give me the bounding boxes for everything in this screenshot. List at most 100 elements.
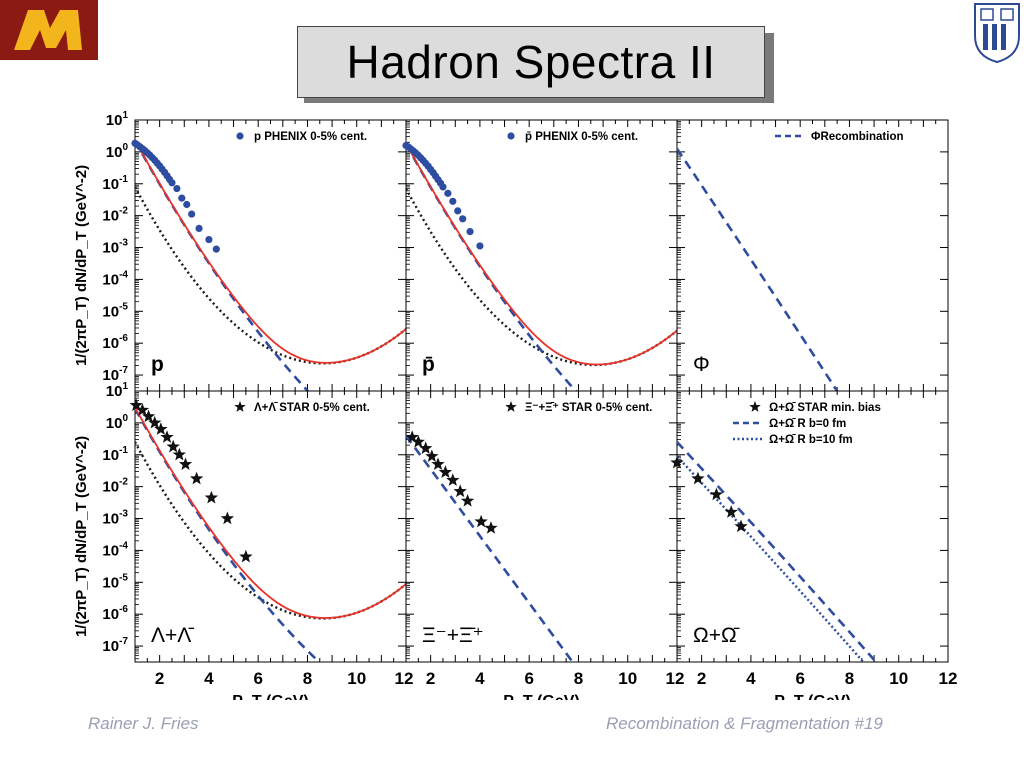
y-tick-label: 101: [106, 381, 129, 400]
data-point-star: [178, 457, 193, 470]
x-axis-label: P_T (GeV): [503, 693, 579, 700]
data-point-star: [474, 514, 488, 528]
y-tick-label: 10-1: [102, 445, 128, 464]
x-tick-label: 8: [303, 669, 312, 688]
data-point-star: [709, 487, 724, 501]
y-tick-label: 10-4: [102, 269, 128, 288]
legend-marker-circle: [507, 132, 515, 140]
x-tick-label: 12: [666, 669, 685, 688]
recombination-curve: [677, 147, 839, 391]
legend-label: Ξ⁻+Ξ̄⁺ STAR 0-5% cent.: [525, 402, 652, 414]
y-tick-label: 10-2: [102, 477, 128, 496]
data-point-star: [724, 505, 738, 518]
x-tick-label: 4: [746, 669, 756, 688]
footer-talk-title: Recombination & Fragmentation #19: [606, 714, 883, 733]
total-theory-curve: [406, 142, 677, 366]
data-point-circle: [449, 197, 457, 205]
y-tick-label: 10-4: [102, 540, 128, 559]
y-tick-label: 100: [106, 413, 129, 432]
legend-marker-star: [234, 401, 246, 412]
data-point-circle: [183, 200, 191, 209]
x-axis-label: P_T (GeV): [774, 693, 850, 700]
x-tick-label: 2: [155, 669, 164, 688]
data-point-star: [446, 473, 460, 486]
data-point-circle: [178, 194, 186, 202]
x-tick-label: 2: [697, 669, 706, 688]
data-point-star: [691, 471, 705, 485]
x-tick-label: 6: [524, 669, 533, 688]
x-tick-label: 10: [618, 669, 637, 688]
data-point-star: [135, 403, 150, 416]
data-point-star: [438, 465, 453, 478]
data-point-star: [431, 457, 445, 470]
recombination-b10-curve: [677, 455, 865, 662]
data-point-star: [160, 430, 174, 443]
data-point-star: [239, 549, 253, 563]
minnesota-logo-icon: [0, 0, 98, 60]
legend-label: Λ+Λ̄ STAR 0-5% cent.: [254, 402, 370, 414]
legend-label: Ω+Ω̄ STAR min. bias: [769, 402, 881, 414]
y-tick-label: 10-3: [102, 509, 128, 528]
data-point-circle: [466, 227, 474, 236]
y-tick-label: 10-5: [102, 301, 128, 320]
data-point-star: [189, 471, 204, 485]
panel-label: p̄: [422, 353, 435, 376]
y-tick-label: 10-3: [102, 238, 128, 257]
recombination-curve: [677, 441, 878, 662]
recombination-curve: [406, 434, 575, 662]
legend-label: Ω+Ω̄ R b=10 fm: [769, 434, 853, 446]
x-tick-label: 4: [204, 669, 214, 688]
y-axis-label: 1/(2πP_T) dN/dP_T (GeV^-2): [73, 165, 90, 366]
data-point-circle: [205, 235, 213, 244]
data-point-star: [460, 493, 475, 507]
data-point-circle: [212, 245, 220, 253]
data-point-star: [166, 439, 180, 453]
data-point-star: [425, 449, 439, 463]
legend-marker-star: [505, 401, 517, 412]
panel-label: Ξ⁻+Ξ̄⁺: [422, 624, 484, 647]
footer-author: Rainer J. Fries: [88, 714, 199, 733]
y-tick-label: 10-6: [102, 604, 128, 623]
legend-marker-circle: [236, 132, 244, 140]
data-point-star: [204, 490, 219, 504]
x-tick-label: 8: [574, 669, 583, 688]
data-point-circle: [195, 224, 203, 232]
panel-label: p: [151, 353, 164, 376]
data-point-star: [129, 398, 143, 412]
data-point-circle: [173, 184, 181, 193]
x-tick-label: 12: [395, 669, 414, 688]
data-point-circle: [444, 189, 452, 197]
y-tick-label: 10-5: [102, 572, 128, 591]
x-tick-label: 6: [253, 669, 262, 688]
slide-title: Hadron Spectra II: [346, 36, 716, 88]
panel-frame: [134, 119, 407, 392]
data-point-star: [220, 511, 235, 525]
x-tick-label: 8: [845, 669, 854, 688]
data-point-star: [453, 484, 467, 498]
data-point-star: [734, 519, 748, 533]
y-tick-label: 101: [106, 110, 129, 129]
y-tick-label: 10-7: [102, 636, 128, 655]
y-tick-label: 100: [106, 142, 129, 161]
data-point-star: [141, 409, 156, 423]
fragmentation-curve: [135, 186, 406, 365]
legend-label: ΦRecombination: [811, 131, 904, 143]
total-theory-curve: [135, 406, 406, 619]
data-point-star: [670, 455, 684, 469]
hadron-spectra-chart: p PHENIX 0-5% cent. p p̄ PHENIX 0-5% cent.…: [73, 110, 957, 700]
total-theory-curve: [135, 139, 406, 364]
y-axis-label: 1/(2πP_T) dN/dP_T (GeV^-2): [73, 436, 90, 637]
data-point-star: [148, 415, 162, 429]
y-tick-label: 10-2: [102, 206, 128, 225]
panel-frame: [676, 390, 949, 663]
data-point-circle: [454, 207, 462, 215]
duke-shield-logo-icon: [972, 2, 1022, 64]
legend-marker-star: [749, 401, 761, 412]
data-point-circle: [439, 183, 447, 191]
y-tick-label: 10-7: [102, 365, 128, 384]
y-tick-label: 10-1: [102, 174, 128, 193]
legend-label: p̄ PHENIX 0-5% cent.: [525, 131, 638, 143]
data-point-circle: [188, 210, 196, 218]
x-tick-label: 2: [426, 669, 435, 688]
legend-label: Ω+Ω̄ R b=0 fm: [769, 418, 846, 430]
